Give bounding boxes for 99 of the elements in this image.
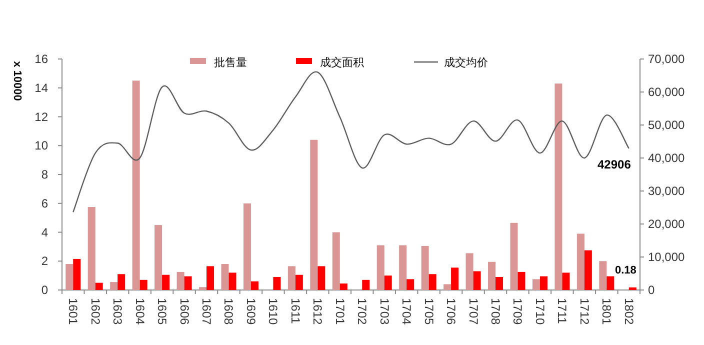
y-tick-label: 12 (34, 110, 48, 124)
bar (340, 284, 348, 290)
bar (584, 250, 592, 290)
bar (421, 246, 429, 290)
x-tick-label: 1712 (577, 298, 592, 326)
bar (250, 281, 258, 290)
bar (288, 266, 296, 290)
x-tick-label: 1711 (555, 298, 570, 324)
bar (599, 261, 607, 290)
bar (132, 80, 140, 290)
line-series (72, 72, 630, 213)
bar (73, 258, 81, 290)
x-tick-label: 1703 (377, 298, 392, 326)
x-tick-label: 1603 (110, 298, 125, 326)
x-tick-label: 1605 (155, 298, 170, 326)
y-tick-label: 8 (41, 168, 48, 182)
x-tick-label: 1601 (66, 298, 80, 326)
bar (318, 266, 326, 290)
x-tick-label: 1606 (177, 298, 192, 326)
legend-label: 批售量 (214, 57, 247, 69)
bar (606, 276, 614, 290)
y2-tick-label: 60,000 (648, 85, 686, 99)
y-tick-label: 10 (34, 138, 48, 153)
x-tick-label: 1609 (244, 298, 258, 326)
bar (428, 274, 436, 290)
bar (140, 280, 148, 290)
bar (199, 287, 206, 290)
x-tick-label: 1708 (488, 298, 502, 326)
x-tick-label: 1608 (222, 298, 236, 326)
bar (540, 276, 548, 290)
x-tick-label: 1706 (444, 298, 458, 326)
x-tick-label: 1702 (355, 298, 370, 326)
x-tick-label: 1704 (400, 298, 414, 326)
bar (154, 225, 162, 290)
bar (95, 282, 103, 290)
y2-tick-label: 50,000 (648, 118, 686, 132)
bar (376, 245, 384, 290)
bar (295, 274, 303, 290)
bar (243, 203, 251, 290)
bar (88, 206, 96, 290)
bar (496, 277, 503, 290)
y2-tick-label: 70,000 (648, 52, 686, 66)
legend-label: 成交面积 (320, 56, 364, 69)
x-tick-label: 1610 (266, 298, 280, 326)
bar (406, 279, 414, 290)
bar (206, 266, 214, 290)
bar (362, 280, 370, 290)
bar (444, 284, 452, 290)
x-tick-label: 1801 (600, 298, 614, 326)
bar (184, 276, 192, 290)
x-tick-label: 1607 (200, 298, 214, 326)
bar (510, 222, 518, 290)
x-tick-label: 1707 (466, 298, 480, 326)
bar (628, 287, 636, 290)
bar (221, 264, 229, 290)
x-tick-label: 1701 (332, 298, 347, 326)
bar (518, 272, 526, 290)
bar (466, 253, 474, 290)
x-tick-label: 1710 (532, 298, 547, 326)
x-tick-label: 1604 (132, 298, 147, 326)
x-tick-label: 1705 (422, 298, 436, 326)
bar (228, 272, 236, 290)
bar (562, 272, 570, 290)
y2-tick-label: 0 (648, 283, 655, 297)
bar (554, 84, 562, 290)
x-tick-label: 1709 (510, 298, 525, 326)
bar (332, 232, 340, 290)
y-tick-label: 16 (34, 52, 48, 66)
bar (473, 271, 481, 290)
bar (384, 276, 392, 290)
y-axis-title: x 10000 (11, 61, 23, 101)
bar (162, 274, 170, 290)
bar (310, 140, 318, 290)
bar (576, 234, 584, 290)
bar (118, 274, 126, 290)
bar (110, 282, 118, 290)
y2-tick-label: 40,000 (648, 151, 686, 165)
y-tick-label: 4 (41, 225, 48, 240)
bar (399, 245, 407, 290)
bar (273, 277, 281, 290)
y2-tick-label: 20,000 (648, 217, 686, 231)
y2-tick-label: 30,000 (648, 184, 686, 198)
y-tick-label: 2 (41, 254, 48, 268)
y2-tick-label: 10,000 (648, 250, 686, 264)
bar (176, 272, 184, 290)
y-tick-label: 6 (41, 196, 48, 210)
x-tick-label: 1612 (310, 298, 325, 326)
x-tick-label: 1611 (288, 298, 302, 324)
x-tick-label: 1602 (88, 298, 102, 326)
x-tick-label: 1802 (622, 298, 636, 326)
data-label: 42906 (598, 157, 632, 172)
bar (532, 279, 540, 290)
y-tick-label: 0 (41, 283, 48, 297)
data-label: 0.18 (614, 264, 636, 276)
y-tick-label: 14 (34, 80, 48, 95)
bar (66, 264, 74, 290)
bar (451, 268, 459, 290)
bar (488, 262, 496, 290)
legend-label: 成交均价 (444, 56, 488, 69)
